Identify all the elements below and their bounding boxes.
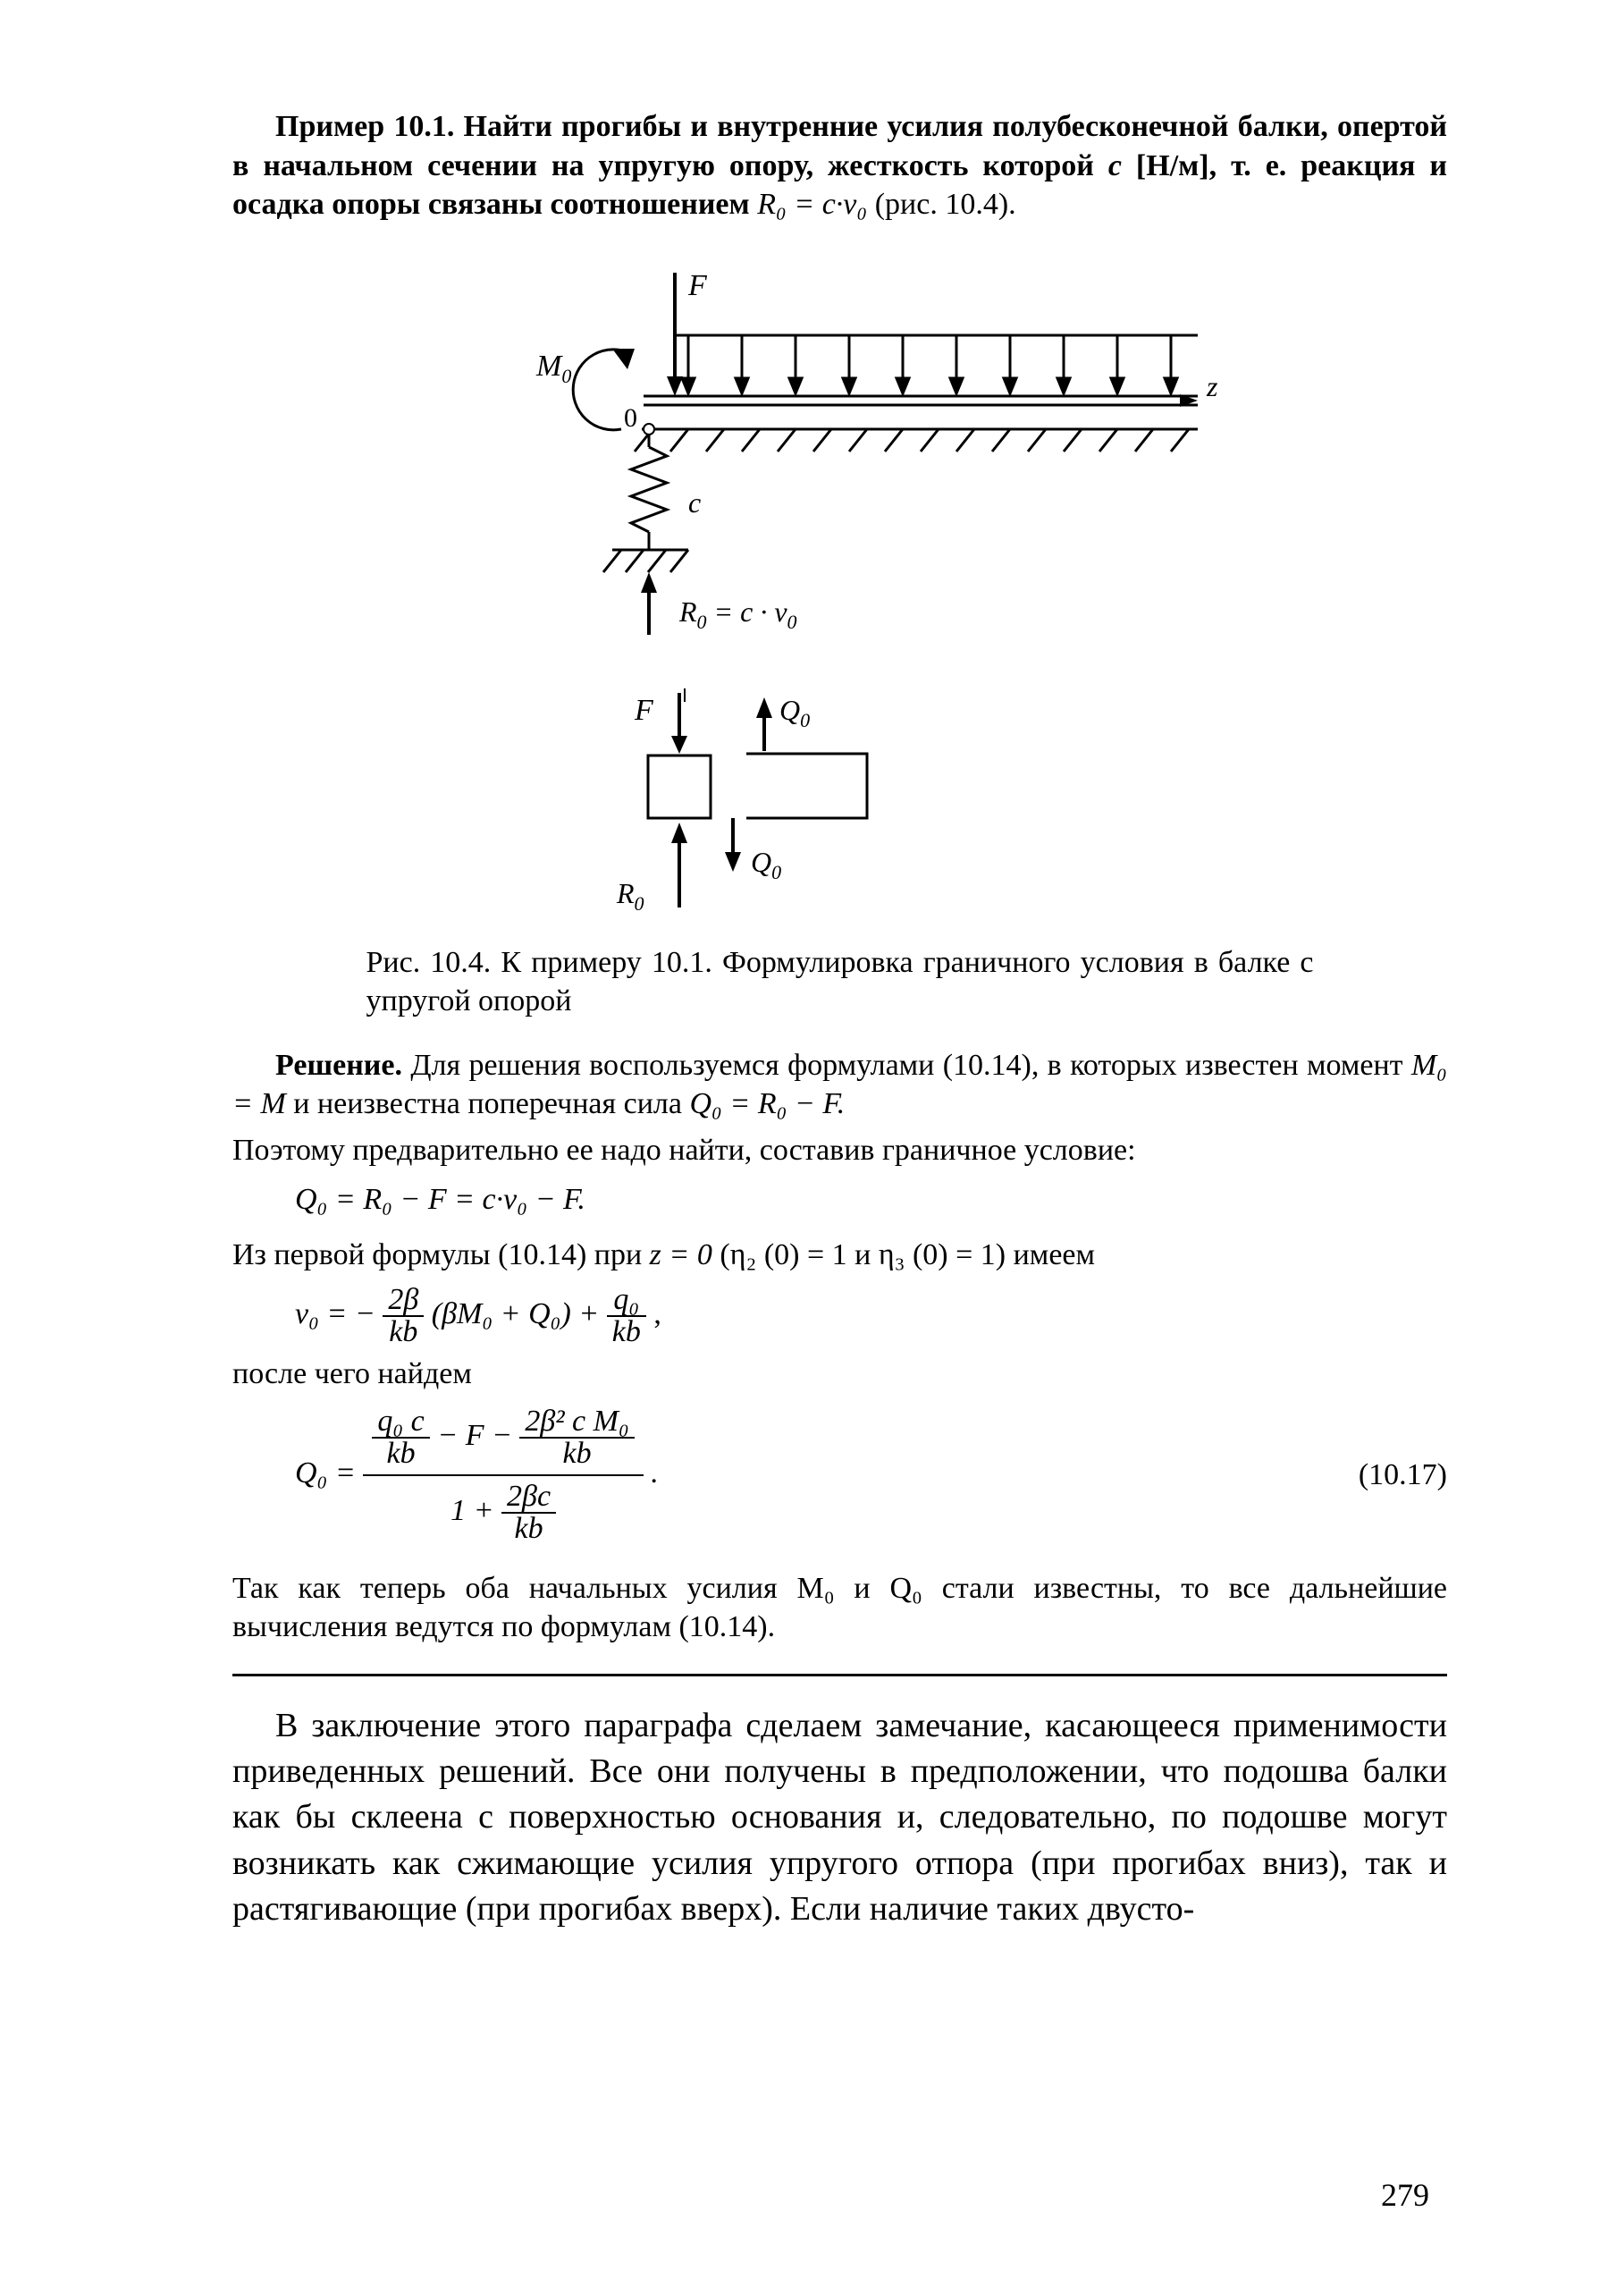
eq-Q0-dot: . (651, 1456, 659, 1489)
eq-Q0-bigfrac: q₀ c kb − F − 2β² c M₀ kb 1 + 2βc kb (363, 1401, 643, 1549)
scanned-page: Пример 10.1. Найти прогибы и внутренние … (0, 0, 1608, 2296)
eq-v0-frac1-num: 2β (383, 1285, 424, 1317)
eq-v0-frac2-den: kb (607, 1317, 646, 1347)
solution-header: Решение. (275, 1049, 402, 1082)
sol-p1-q0: Q₀ = R₀ − F. (690, 1087, 846, 1120)
eq-Q0-num-a-num: q₀ c (372, 1406, 429, 1439)
eq-Q0-num-fracA: q₀ c kb (372, 1406, 429, 1469)
label-z: z (1206, 370, 1218, 402)
eq-v0: v₀ = − 2β kb (βM₀ + Q₀) + q₀ kb , (295, 1285, 1447, 1347)
label-Q0-top: Q0 (779, 694, 810, 731)
sol-p1b: и неизвестна поперечная сила (286, 1087, 690, 1120)
eq-Q0-num-b-num: 2β² c M₀ (519, 1406, 634, 1439)
sol-p3-z0: z = 0 (650, 1238, 712, 1271)
page-number: 279 (1381, 2174, 1429, 2216)
eq-Q0-lhs: Q₀ = (295, 1456, 363, 1489)
sol-p1a: Для решения воспользуемся формулами (10.… (402, 1049, 1411, 1082)
eq-v0-frac2: q₀ kb (607, 1285, 646, 1347)
eq-Q0-line: Q₀ = R₀ − F = c·v₀ − F. (295, 1180, 1447, 1220)
label-origin: 0 (624, 403, 637, 433)
eq-Q0-num-a-den: kb (372, 1439, 429, 1469)
solution-p1: Решение. Для решения воспользуемся форму… (232, 1046, 1447, 1124)
eq-Q0-bigfrac-den: 1 + 2βc kb (363, 1476, 643, 1549)
eq-Q0-num-b-den: kb (519, 1439, 634, 1469)
eq-v0-frac2-num: q₀ (607, 1285, 646, 1317)
eq-v0-mid: (βM₀ + Q₀) + (432, 1297, 607, 1330)
conclusion-paragraph: В заключение этого параграфа сделаем зам… (232, 1703, 1447, 1932)
sol-p3-tail: имеем (1014, 1238, 1095, 1271)
eq-v0-frac1-den: kb (383, 1317, 424, 1347)
eq-Q0-text: Q₀ = R₀ − F = c·v₀ − F. (295, 1183, 585, 1216)
solution-p4: после чего найдем (232, 1355, 1447, 1394)
eq-Q0-den-frac-den: kb (501, 1514, 556, 1544)
eq-Q0-den-frac: 2βc kb (501, 1481, 556, 1544)
label-M0: M0 (535, 350, 571, 387)
intro-tail: (рис. 10.4). (867, 188, 1015, 221)
figure-caption: Рис. 10.4. К примеру 10.1. Формулировка … (366, 943, 1314, 1021)
label-c: c (688, 486, 701, 519)
label-Q0-bot: Q0 (751, 846, 781, 883)
eq-v0-lhs: v₀ = − (295, 1297, 375, 1330)
intro-c: c (1108, 149, 1122, 182)
sol-p3-par: (η₂ (0) = 1 и η₃ (0) = 1) (712, 1238, 1014, 1271)
label-F2: F (634, 694, 654, 727)
eq-Q0-num-fracB: 2β² c M₀ kb (519, 1406, 634, 1469)
eq-number-10-17: (10.17) (1359, 1456, 1447, 1495)
figure-10-4: z (232, 246, 1447, 925)
solution-p3: Из первой формулы (10.14) при z = 0 (η₂ … (232, 1236, 1447, 1275)
eq-Q0-bigfrac-num: q₀ c kb − F − 2β² c M₀ kb (363, 1401, 643, 1476)
solution-p2: Поэтому предварительно ее надо найти, со… (232, 1131, 1447, 1170)
eq-v0-frac1: 2β kb (383, 1285, 424, 1347)
example-intro: Пример 10.1. Найти прогибы и внутренние … (232, 107, 1447, 224)
eq-Q0-den-pre: 1 + (450, 1493, 501, 1526)
eq-Q0-num-mid: − F − (437, 1418, 519, 1451)
intro-r0: R₀ = c·v₀ (757, 188, 867, 221)
label-R0eq: R0 = c · v0 (678, 595, 797, 633)
eq-v0-comma: , (653, 1297, 661, 1330)
label-R0: R0 (616, 877, 644, 915)
label-F: F (687, 269, 708, 302)
solution-p5: Так как теперь оба начальных усилия M₀ и… (232, 1569, 1447, 1647)
section-rule (232, 1674, 1447, 1676)
eq-Q0-den-frac-num: 2βc (501, 1481, 556, 1514)
beam-diagram-svg: z (420, 246, 1260, 925)
eq-Q0-main: Q₀ = q₀ c kb − F − 2β² c M₀ kb 1 + (232, 1401, 1447, 1549)
sol-p3a: Из первой формулы (10.14) при (232, 1238, 650, 1271)
